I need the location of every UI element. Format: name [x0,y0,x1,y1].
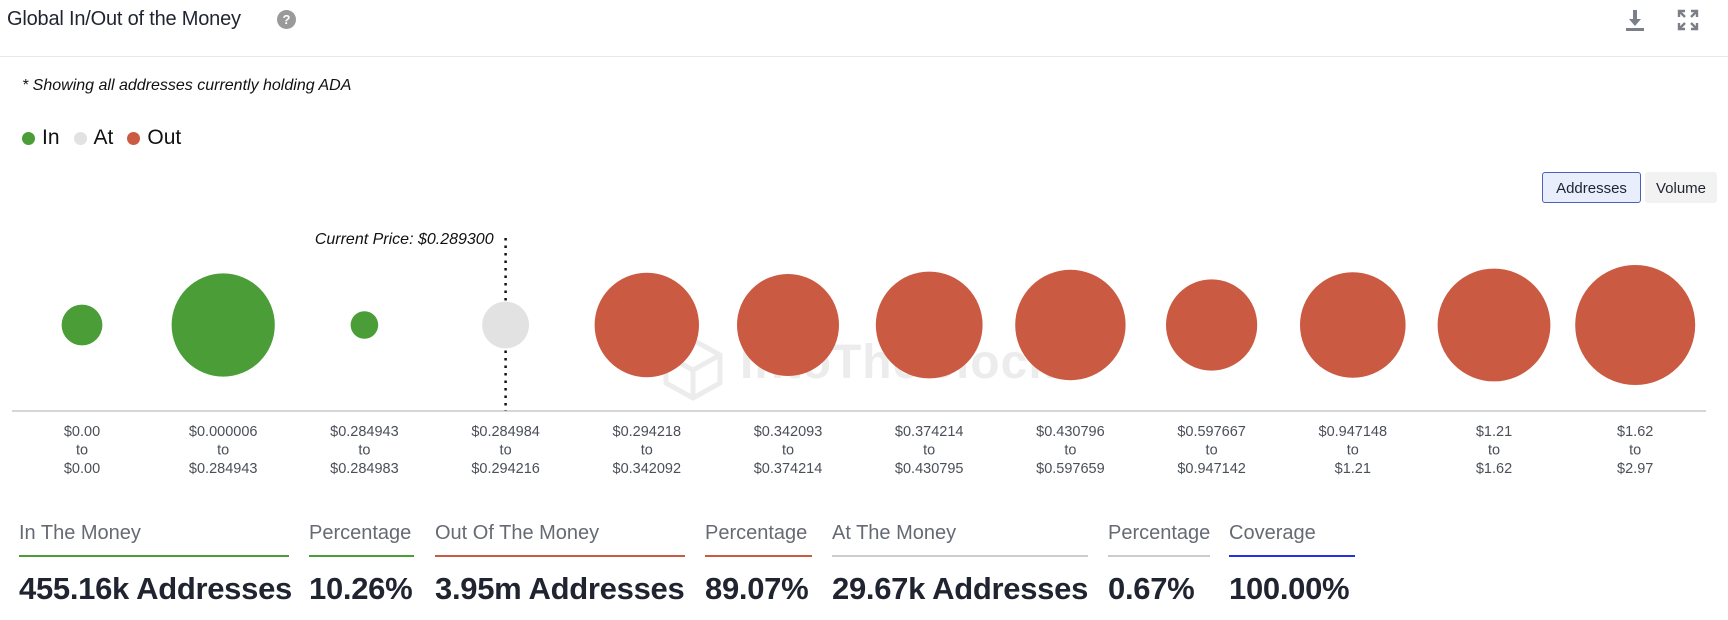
legend: In At Out [22,126,195,150]
bin-label-to: $2.97 [1617,461,1653,477]
stats-row: In The Money 455.16k Addresses Percentag… [0,522,1728,620]
stat-label: At The Money [832,522,1088,557]
bin-label-to: $0.342092 [613,461,682,477]
bin-label-separator: to [1347,443,1359,459]
bin-label-to: $0.947142 [1177,461,1246,477]
bin-label-from: $0.284943 [330,424,399,440]
bin-label-to: $0.374214 [754,461,823,477]
stat-at-the-money: At The Money 29.67k Addresses [832,522,1088,607]
bin-label-separator: to [1064,443,1076,459]
legend-item-out[interactable]: Out [127,126,181,150]
bubble-at[interactable] [482,301,529,349]
legend-label-at: At [93,126,114,149]
volume-toggle-button[interactable]: Volume [1645,172,1717,203]
bubble-out[interactable] [594,272,699,378]
bin-label-to: $0.430795 [895,461,964,477]
bubble-out[interactable] [1015,269,1126,381]
bin-label-separator: to [1488,443,1500,459]
bin-label-separator: to [358,443,370,459]
header-bar: Global In/Out of the Money ? [0,0,1728,57]
bubble-out[interactable] [1575,265,1696,385]
bubble-in[interactable] [61,304,103,346]
bubble-out[interactable] [1300,272,1406,378]
bin-label-to: $0.00 [64,461,100,477]
bubble-out[interactable] [737,274,839,376]
bubble-in[interactable] [350,311,379,339]
bubble-out[interactable] [1166,279,1258,371]
stat-label: Percentage [309,522,414,557]
stat-value: 3.95m Addresses [435,571,685,606]
bin-label-from: $0.294218 [613,424,682,440]
bin-label-from: $0.342093 [754,424,823,440]
bin-label-to: $1.21 [1335,461,1371,477]
bin-label-from: $0.284984 [471,424,540,440]
stat-value: 100.00% [1229,571,1350,606]
bin-label-separator: to [641,443,653,459]
stat-label: Coverage [1229,522,1355,557]
stat-label: In The Money [19,522,289,557]
stat-label: Percentage [705,522,812,557]
bin-label-from: $0.430796 [1036,424,1105,440]
legend-label-out: Out [147,126,182,149]
stat-value: 455.16k Addresses [19,571,292,606]
bin-label-from: $1.62 [1617,424,1653,440]
bin-label-separator: to [500,443,512,459]
stat-label: Percentage [1108,522,1210,557]
in-out-money-chart: Current Price: $0.289300 $0.00 to $0.00 $0.0… [12,231,1706,477]
help-icon[interactable]: ? [277,10,296,29]
bin-label-from: $0.947148 [1319,424,1388,440]
download-icon[interactable] [1623,8,1647,32]
bin-label-to: $1.62 [1476,461,1512,477]
legend-dot-at [73,131,87,145]
bubble-in[interactable] [171,273,275,377]
stat-at-percentage: Percentage 0.67% [1108,522,1210,607]
bin-label-from: $1.21 [1476,424,1512,440]
stat-coverage: Coverage 100.00% [1229,522,1355,607]
bubble-out[interactable] [875,271,983,379]
legend-item-at[interactable]: At [73,126,114,150]
stat-out-percentage: Percentage 89.07% [705,522,812,607]
current-price-label: Current Price: $0.289300 [315,231,494,248]
stat-in-the-money: In The Money 455.16k Addresses [19,522,292,607]
bin-label-separator: to [923,443,935,459]
holding-note: * Showing all addresses currently holdin… [22,77,352,94]
bin-label-separator: to [76,443,88,459]
bubble-out[interactable] [1437,268,1551,382]
legend-dot-out [127,131,141,145]
bin-label-to: $0.284983 [330,461,399,477]
bin-label-separator: to [217,443,229,459]
bin-label-separator: to [782,443,794,459]
bin-label-from: $0.597667 [1177,424,1246,440]
bin-label-from: $0.00 [64,424,100,440]
stat-value: 29.67k Addresses [832,571,1089,606]
stat-label: Out Of The Money [435,522,685,557]
legend-item-in[interactable]: In [22,126,60,150]
bin-label-from: $0.000006 [189,424,258,440]
bin-label-from: $0.374214 [895,424,964,440]
stat-in-percentage: Percentage 10.26% [309,522,414,607]
expand-icon[interactable] [1676,8,1700,32]
stat-value: 0.67% [1108,571,1195,606]
legend-label-in: In [42,126,60,149]
addresses-toggle-button[interactable]: Addresses [1542,172,1641,203]
bin-label-to: $0.284943 [189,461,258,477]
bin-label-to: $0.597659 [1036,461,1105,477]
stat-out-of-the-money: Out Of The Money 3.95m Addresses [435,522,685,607]
legend-dot-in [22,131,35,145]
bin-label-to: $0.294216 [471,461,540,477]
stat-value: 89.07% [705,571,809,606]
page-title: Global In/Out of the Money [7,8,241,30]
bin-label-separator: to [1206,443,1218,459]
stat-value: 10.26% [309,571,413,606]
bin-label-separator: to [1629,443,1641,459]
